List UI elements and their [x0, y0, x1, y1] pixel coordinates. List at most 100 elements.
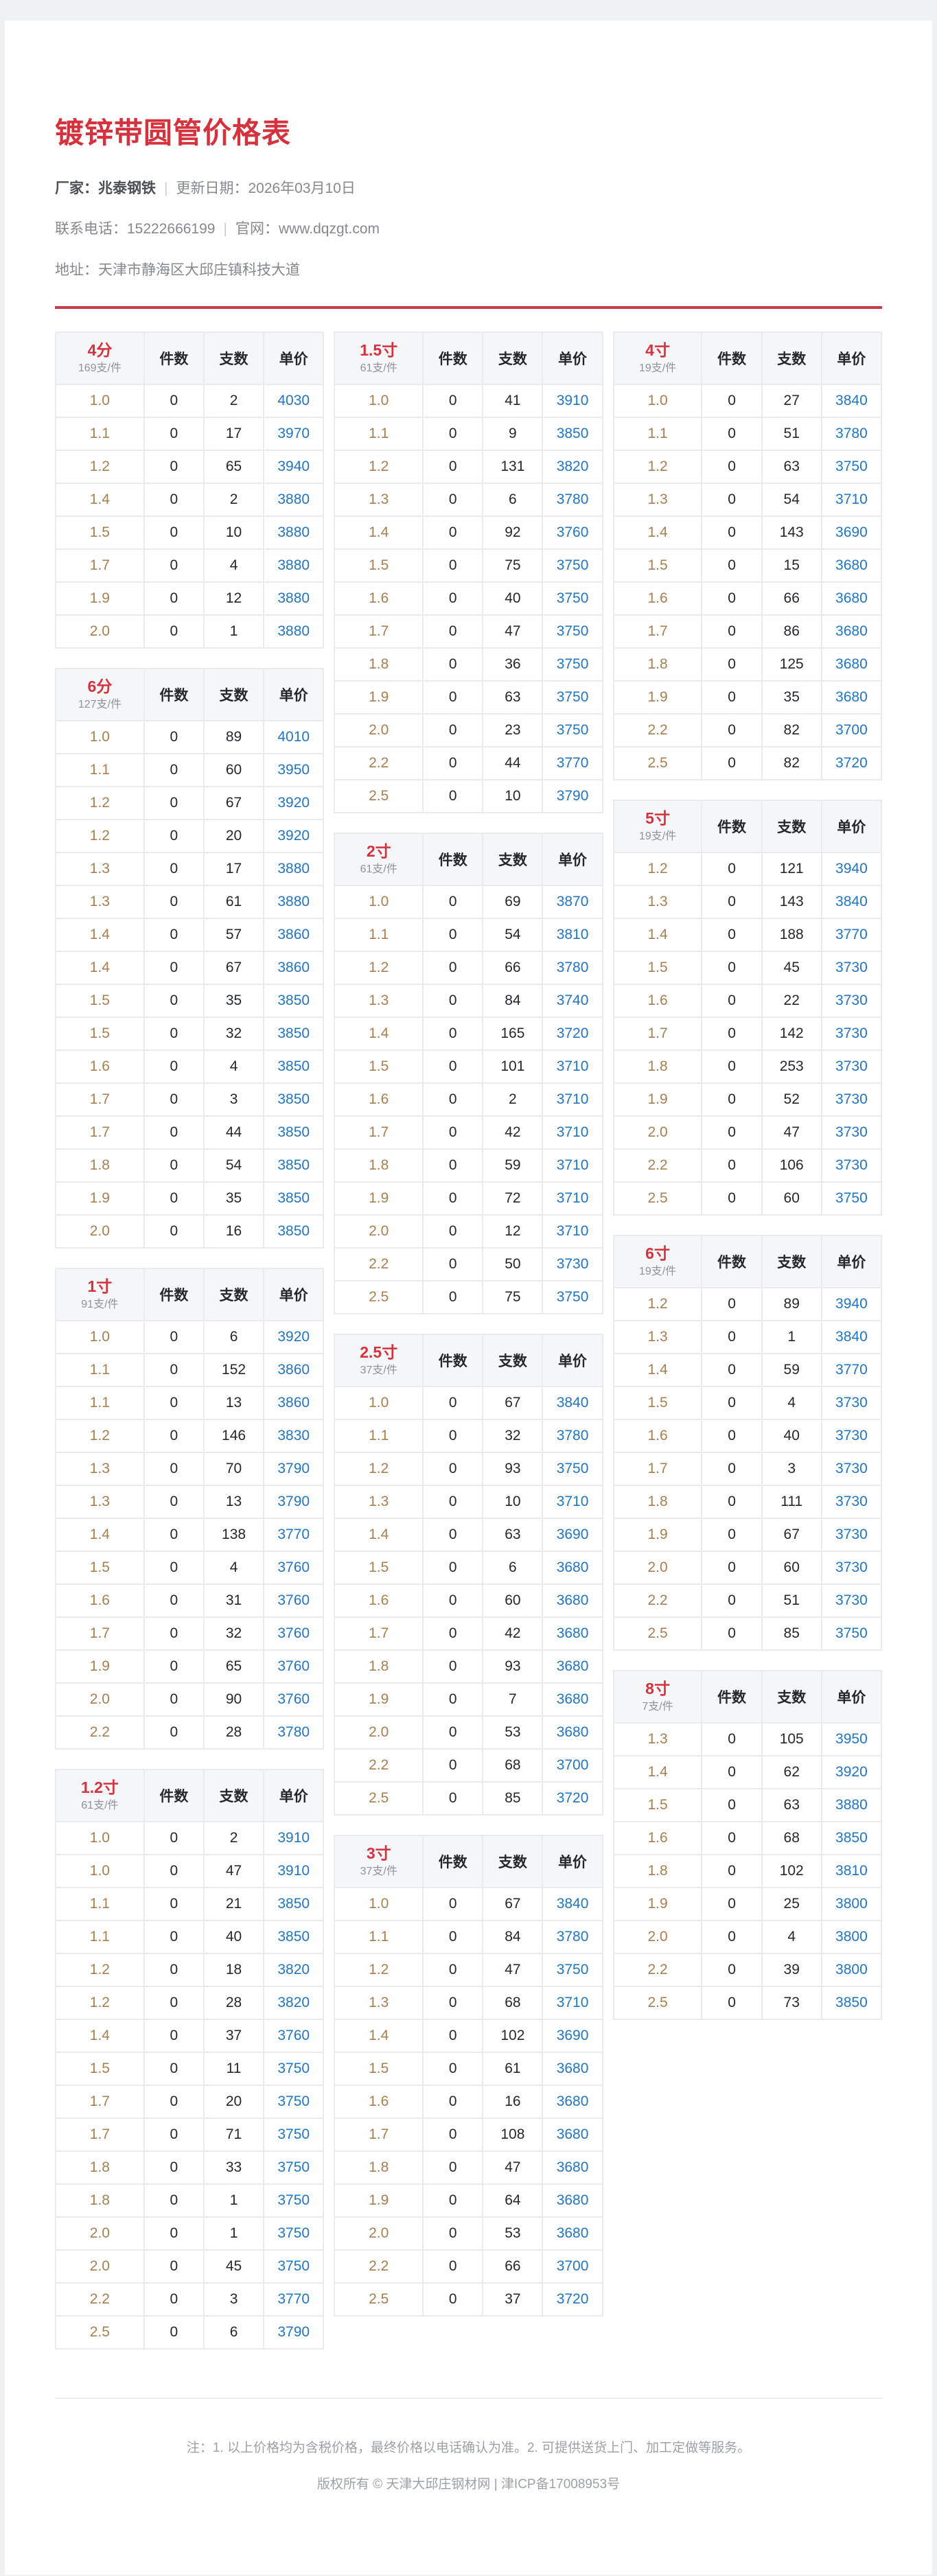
- pieces-cell: 0: [143, 1485, 205, 1520]
- count-cell: 71: [203, 2117, 265, 2153]
- size-cell: 1.4: [612, 1755, 703, 1790]
- count-cell: 35: [203, 984, 265, 1019]
- size-cell: 1.4: [334, 1518, 424, 1553]
- price-cell: 4010: [263, 720, 325, 755]
- pieces-cell: 0: [143, 1518, 205, 1553]
- size-cell: 1.9: [612, 1082, 703, 1117]
- size-cell: 1.5: [55, 515, 145, 550]
- size-cell: 2.0: [55, 1682, 145, 1717]
- price-cell: 3710: [820, 483, 882, 518]
- column-header: 件数: [422, 1835, 484, 1889]
- size-name: 4寸: [645, 340, 670, 359]
- table-row: 1.4 0 67 3860: [55, 951, 325, 986]
- table-row: 2.5 0 6 3790: [55, 2315, 325, 2350]
- price-cell: 3730: [542, 1247, 603, 1282]
- count-cell: 67: [482, 1386, 544, 1421]
- column-header: 单价: [263, 668, 325, 722]
- size-header: 6分 127支/件: [55, 668, 145, 722]
- price-cell: 3750: [820, 1181, 882, 1216]
- table-row: 1.1 0 60 3950: [55, 753, 325, 788]
- table-row: 1.0 0 69 3870: [334, 885, 603, 920]
- count-cell: 143: [761, 885, 822, 920]
- column-header: 单价: [263, 332, 325, 386]
- size-cell: 2.2: [612, 1148, 703, 1183]
- price-cell: 3840: [820, 885, 882, 920]
- table-row: 1.4 0 143 3690: [612, 515, 882, 550]
- table-row: 1.6 0 31 3760: [55, 1583, 325, 1618]
- price-table-6分: 6分 127支/件 件数 支数 单价 1.0 0 89 4010 1.1 0 60 3950 1.2 0 67…: [55, 668, 325, 1249]
- pieces-cell: 0: [422, 1715, 484, 1750]
- table-row: 2.0 0 1 3750: [55, 2216, 325, 2251]
- pieces-cell: 0: [143, 1920, 205, 1955]
- pieces-cell: 0: [422, 1419, 484, 1454]
- price-cell: 3860: [263, 1386, 325, 1421]
- table-row: 2.5 0 10 3790: [334, 779, 603, 814]
- meta-line-address: 地址：天津市静海区大邱庄镇科技大道: [55, 261, 882, 280]
- column-header: 单价: [542, 332, 603, 386]
- count-cell: 101: [482, 1049, 544, 1084]
- price-cell: 3700: [820, 713, 882, 748]
- table-row: 1.6 0 2 3710: [334, 1082, 603, 1117]
- table-row: 1.6 0 66 3680: [612, 581, 882, 616]
- table-row: 1.4 0 63 3690: [334, 1518, 603, 1553]
- size-cell: 1.0: [55, 1854, 145, 1889]
- count-cell: 63: [761, 1788, 822, 1823]
- price-cell: 3750: [820, 450, 882, 485]
- table-row: 1.8 0 125 3680: [612, 647, 882, 682]
- price-cell: 3850: [263, 1920, 325, 1955]
- pieces-cell: 0: [422, 984, 484, 1019]
- count-cell: 111: [761, 1485, 822, 1520]
- count-cell: 32: [203, 1616, 265, 1651]
- price-cell: 3760: [263, 1649, 325, 1684]
- bundle-per-piece: 7支/件: [642, 1700, 673, 1713]
- count-cell: 35: [761, 680, 822, 715]
- size-cell: 2.5: [334, 1781, 424, 1816]
- table-row: 1.7 0 86 3680: [612, 614, 882, 649]
- table-row: 1.0 0 67 3840: [334, 1386, 603, 1421]
- price-cell: 3730: [820, 1017, 882, 1052]
- pieces-cell: 0: [143, 1953, 205, 1988]
- pieces-cell: 0: [422, 2117, 484, 2153]
- size-cell: 1.9: [334, 1682, 424, 1717]
- table-row: 1.1 0 152 3860: [55, 1353, 325, 1388]
- price-cell: 3730: [820, 1148, 882, 1183]
- table-row: 1.2 0 47 3750: [334, 1953, 603, 1988]
- size-cell: 1.4: [55, 2019, 145, 2054]
- table-row: 1.9 0 35 3850: [55, 1181, 325, 1216]
- table-row: 1.5 0 35 3850: [55, 984, 325, 1019]
- table-row: 1.2 0 146 3830: [55, 1419, 325, 1454]
- size-header: 4分 169支/件: [55, 332, 145, 386]
- price-cell: 3680: [820, 614, 882, 649]
- table-row: 1.3 0 68 3710: [334, 1986, 603, 2021]
- table-row: 1.6 0 40 3750: [334, 581, 603, 616]
- pieces-cell: 0: [701, 1854, 763, 1889]
- price-cell: 3750: [542, 1452, 603, 1487]
- count-cell: 50: [482, 1247, 544, 1282]
- table-row: 1.0 0 41 3910: [334, 384, 603, 419]
- size-cell: 1.5: [55, 1551, 145, 1586]
- size-name: 3寸: [366, 1844, 391, 1862]
- size-cell: 1.9: [55, 1181, 145, 1216]
- table-row: 1.9 0 65 3760: [55, 1649, 325, 1684]
- count-cell: 67: [203, 951, 265, 986]
- size-cell: 1.1: [55, 1920, 145, 1955]
- pieces-cell: 0: [701, 1353, 763, 1388]
- count-cell: 53: [482, 1715, 544, 1750]
- count-cell: 89: [203, 720, 265, 755]
- price-cell: 3680: [542, 1649, 603, 1684]
- price-cell: 3730: [820, 1452, 882, 1487]
- price-cell: 3770: [820, 918, 882, 953]
- size-cell: 1.4: [612, 515, 703, 550]
- pieces-cell: 0: [422, 2216, 484, 2251]
- pieces-cell: 0: [143, 819, 205, 854]
- size-header: 1寸 91支/件: [55, 1268, 145, 1322]
- size-cell: 1.5: [55, 1017, 145, 1052]
- size-name: 5寸: [645, 809, 670, 827]
- size-cell: 2.2: [612, 1953, 703, 1988]
- column-header: 支数: [203, 1268, 265, 1322]
- count-cell: 39: [761, 1953, 822, 1988]
- count-cell: 146: [203, 1419, 265, 1454]
- price-cell: 3730: [820, 1485, 882, 1520]
- table-row: 1.0 0 2 4030: [55, 384, 325, 419]
- size-cell: 1.9: [334, 1181, 424, 1216]
